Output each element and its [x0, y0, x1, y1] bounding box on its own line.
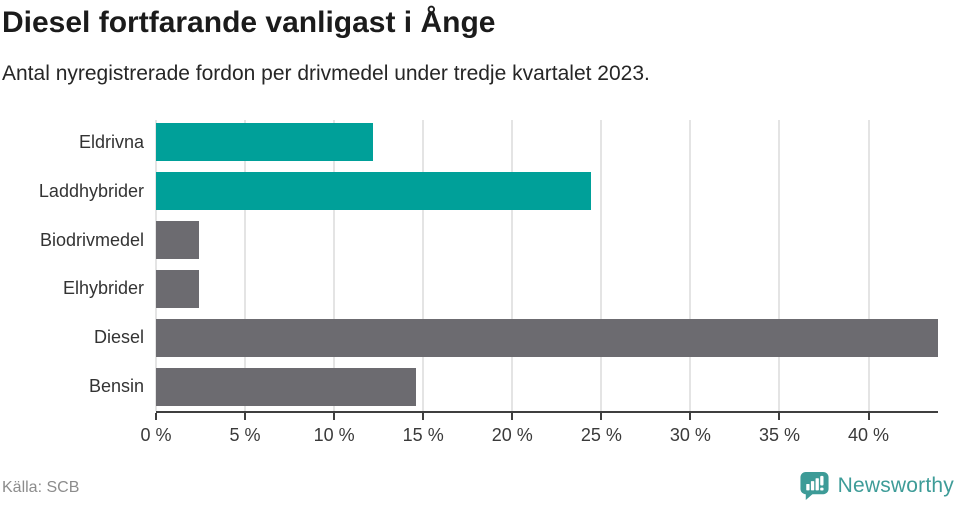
bar-track — [156, 167, 938, 216]
bar-track — [156, 118, 938, 167]
x-axis-tick-label: 40 % — [848, 425, 890, 445]
gridlines — [155, 118, 938, 411]
newsworthy-logo: Newsworthy — [799, 470, 954, 501]
x-axis-tickmark — [511, 413, 514, 420]
x-axis-tick-label: 10 % — [313, 425, 355, 445]
chart-footer: Källa: SCB Newsworthy — [2, 467, 954, 501]
bar-eldrivna — [156, 123, 374, 162]
brand-name: Newsworthy — [837, 473, 954, 497]
gridline — [689, 120, 692, 411]
bar-bensin — [156, 367, 417, 406]
bar-row: Bensin — [0, 362, 938, 411]
x-axis-tickmark — [778, 413, 781, 420]
gridline — [244, 120, 247, 411]
x-axis-tick-label: 35 % — [758, 425, 800, 445]
bar-track — [156, 362, 938, 411]
bar-biodrivmedel — [156, 221, 199, 260]
gridline — [867, 120, 870, 411]
source-note: Källa: SCB — [2, 479, 80, 496]
bar-track — [156, 313, 938, 362]
category-label: Laddhybrider — [38, 180, 144, 201]
x-axis-tickmark — [155, 413, 157, 420]
bar-row: Biodrivmedel — [0, 216, 938, 265]
x-axis-tick-label: 15 % — [402, 425, 444, 445]
category-label: Bensin — [88, 376, 144, 397]
bar-row: Elhybrider — [0, 264, 938, 313]
x-axis-tick-label: 20 % — [491, 425, 533, 445]
x-axis-tickmark — [244, 413, 247, 420]
x-axis-tickmark — [333, 413, 336, 420]
gridline — [600, 120, 603, 411]
x-axis-tick-label: 30 % — [669, 425, 711, 445]
category-label: Elhybrider — [62, 278, 144, 299]
gridline — [422, 120, 425, 411]
category-label: Biodrivmedel — [39, 229, 144, 250]
category-label: Diesel — [93, 327, 144, 348]
x-axis-tickmark — [600, 413, 603, 420]
x-axis-tickmark — [422, 413, 425, 420]
chart-subtitle: Antal nyregistrerade fordon per drivmede… — [2, 62, 650, 85]
bar-laddhybrider — [156, 172, 591, 211]
x-axis-tick-label: 0 % — [140, 425, 172, 445]
x-axis-tick-label: 25 % — [580, 425, 622, 445]
x-axis: 0 % 5 % 10 % 15 % 20 % 25 % 30 % 35 % 40 % — [140, 411, 938, 459]
gridline — [155, 120, 157, 411]
bar-row: Diesel — [0, 313, 938, 362]
bar-track — [156, 264, 938, 313]
gridline — [333, 120, 336, 411]
newsworthy-speech-bubble-icon — [800, 471, 829, 501]
bar-track — [156, 216, 938, 265]
gridline — [778, 120, 781, 411]
category-label: Eldrivna — [78, 131, 144, 152]
x-axis-tickmark — [689, 413, 692, 420]
bar-row: Eldrivna — [0, 118, 938, 167]
x-axis-tickmark — [867, 413, 870, 420]
x-axis-tick-label: 5 % — [229, 425, 261, 445]
gridline — [511, 120, 514, 411]
bar-elhybrider — [156, 269, 199, 308]
chart-title: Diesel fortfarande vanligast i Ånge — [2, 6, 496, 39]
bar-row: Laddhybrider — [0, 167, 938, 216]
chart-rows: Eldrivna Laddhybrider Biodrivmedel Elhybrid… — [0, 118, 938, 411]
bar-diesel — [156, 318, 938, 357]
bar-chart: Eldrivna Laddhybrider Biodrivmedel Elhybrid… — [0, 118, 938, 445]
